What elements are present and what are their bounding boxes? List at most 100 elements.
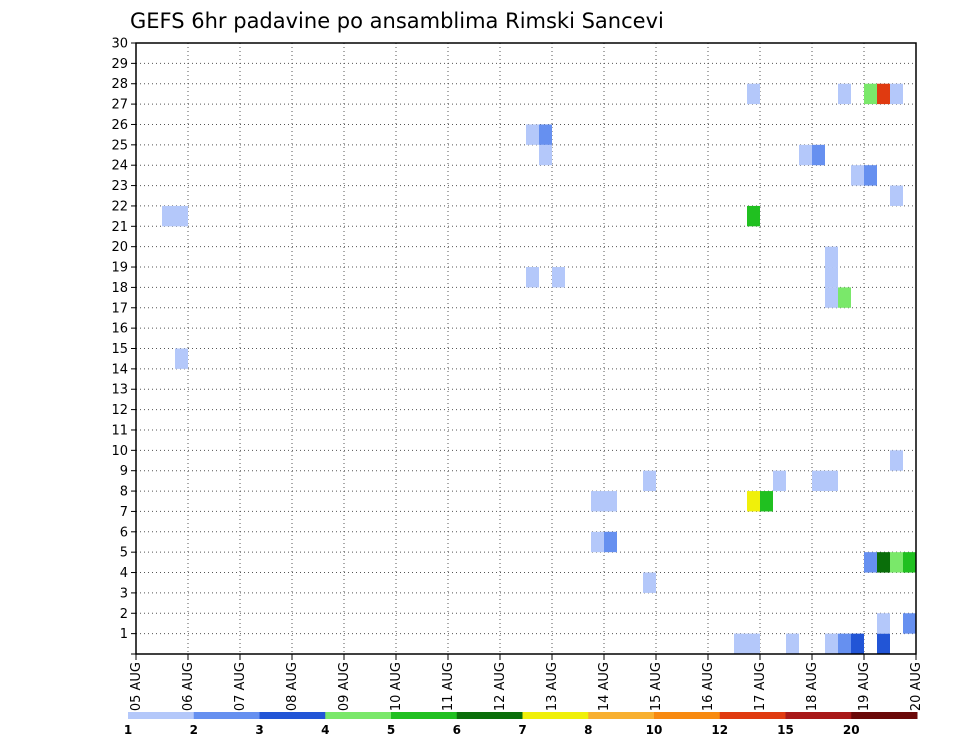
precip-cell	[864, 165, 877, 186]
y-tick-label: 20	[111, 240, 128, 255]
precip-cell	[877, 613, 890, 634]
precip-cell	[825, 633, 838, 654]
precip-cell	[812, 470, 825, 492]
precip-cell	[539, 144, 552, 166]
y-tick-label: 24	[111, 159, 128, 174]
y-tick-label: 4	[120, 566, 128, 581]
precip-cell	[825, 287, 838, 308]
y-tick-label: 5	[120, 546, 128, 561]
legend-swatch	[193, 712, 260, 719]
precip-cell	[890, 185, 903, 206]
precip-cell	[604, 531, 617, 553]
y-tick-label: 18	[111, 281, 128, 296]
precip-cell	[903, 613, 916, 634]
precip-cell	[175, 348, 188, 369]
y-tick-label: 3	[120, 586, 128, 601]
precip-cell	[877, 83, 890, 105]
legend-label: 20	[843, 723, 860, 737]
legend-swatch	[325, 712, 392, 719]
legend-label: 12	[711, 723, 728, 737]
y-tick-label: 16	[111, 322, 128, 337]
x-tick-label: 13 AUG	[545, 662, 560, 711]
legend-label: 6	[453, 723, 461, 737]
precip-cell	[825, 246, 838, 268]
x-tick-label: 16 AUG	[701, 662, 716, 711]
y-tick-label: 28	[111, 77, 128, 92]
x-tick-label: 12 AUG	[493, 662, 508, 711]
legend-swatch	[128, 712, 195, 719]
precip-cell	[747, 205, 760, 227]
y-tick-label: 9	[120, 464, 128, 479]
axes	[131, 42, 917, 660]
y-tick-label: 22	[111, 199, 128, 214]
y-tick-label: 13	[111, 383, 128, 398]
legend-swatch	[851, 712, 918, 719]
x-tick-label: 06 AUG	[181, 662, 196, 711]
precip-cell	[747, 83, 760, 105]
x-tick-label: 17 AUG	[753, 662, 768, 711]
precip-cell	[526, 124, 539, 145]
precip-cell	[773, 470, 786, 492]
precip-cell	[734, 633, 747, 654]
precip-cell	[643, 572, 656, 593]
precip-cell	[799, 144, 812, 166]
precip-cell	[890, 83, 903, 105]
legend-label: 2	[190, 723, 198, 737]
precip-cell	[747, 491, 760, 512]
x-tick-label: 05 AUG	[129, 662, 144, 711]
legend-label: 3	[255, 723, 263, 737]
y-tick-label: 26	[111, 118, 128, 133]
y-tick-label: 15	[111, 342, 128, 357]
x-tick-label: 20 AUG	[909, 662, 924, 711]
y-tick-label: 11	[111, 423, 128, 438]
legend-swatch	[259, 712, 326, 719]
x-tick-label: 07 AUG	[233, 662, 248, 711]
y-tick-label: 17	[111, 301, 128, 316]
precip-cell	[643, 470, 656, 492]
y-tick-label: 8	[120, 485, 128, 500]
legend-label: 8	[584, 723, 592, 737]
y-tick-label: 1	[120, 627, 128, 642]
legend-label: 5	[387, 723, 395, 737]
precip-cell	[877, 552, 890, 573]
precip-cell	[825, 267, 838, 288]
precip-cell	[838, 287, 851, 308]
legend-label: 15	[777, 723, 794, 737]
y-tick-label: 21	[111, 220, 128, 235]
x-tick-label: 15 AUG	[649, 662, 664, 711]
precip-cell	[591, 491, 604, 512]
precip-cell	[760, 491, 773, 512]
y-tick-label: 30	[111, 37, 128, 52]
y-tick-label: 12	[111, 403, 128, 418]
x-tick-labels: 05 AUG 06 AUG 07 AUG 08 AUG 09 AUG 10 AUG 11 A…	[129, 662, 924, 711]
x-tick-label: 10 AUG	[389, 662, 404, 711]
y-tick-label: 6	[120, 525, 128, 540]
x-tick-label: 18 AUG	[805, 662, 820, 711]
legend-swatch	[785, 712, 852, 719]
y-tick-label: 2	[120, 607, 128, 622]
cell-layer	[162, 83, 916, 654]
y-tick-label: 29	[111, 57, 128, 72]
precip-cell	[604, 491, 617, 512]
legend-swatch	[456, 712, 523, 719]
precip-cell	[175, 205, 188, 227]
legend-swatch	[391, 712, 458, 719]
y-tick-labels: 1234567891011121314151617181920212223242…	[111, 37, 128, 643]
precip-cell	[890, 552, 903, 573]
x-tick-label: 19 AUG	[857, 662, 872, 711]
precip-cell	[552, 267, 565, 288]
precip-cell	[864, 83, 877, 105]
x-tick-label: 09 AUG	[337, 662, 352, 711]
y-tick-label: 19	[111, 261, 128, 276]
x-tick-label: 14 AUG	[597, 662, 612, 711]
color-legend: 1 2 3 4 5 6 7 8 10 12 15 20	[124, 712, 918, 737]
x-tick-label: 11 AUG	[441, 662, 456, 711]
precip-cell	[877, 633, 890, 654]
precip-cell	[903, 552, 916, 573]
precip-cell	[812, 144, 825, 166]
precip-cell	[851, 633, 864, 654]
precip-cell	[864, 552, 877, 573]
legend-swatch	[522, 712, 589, 719]
